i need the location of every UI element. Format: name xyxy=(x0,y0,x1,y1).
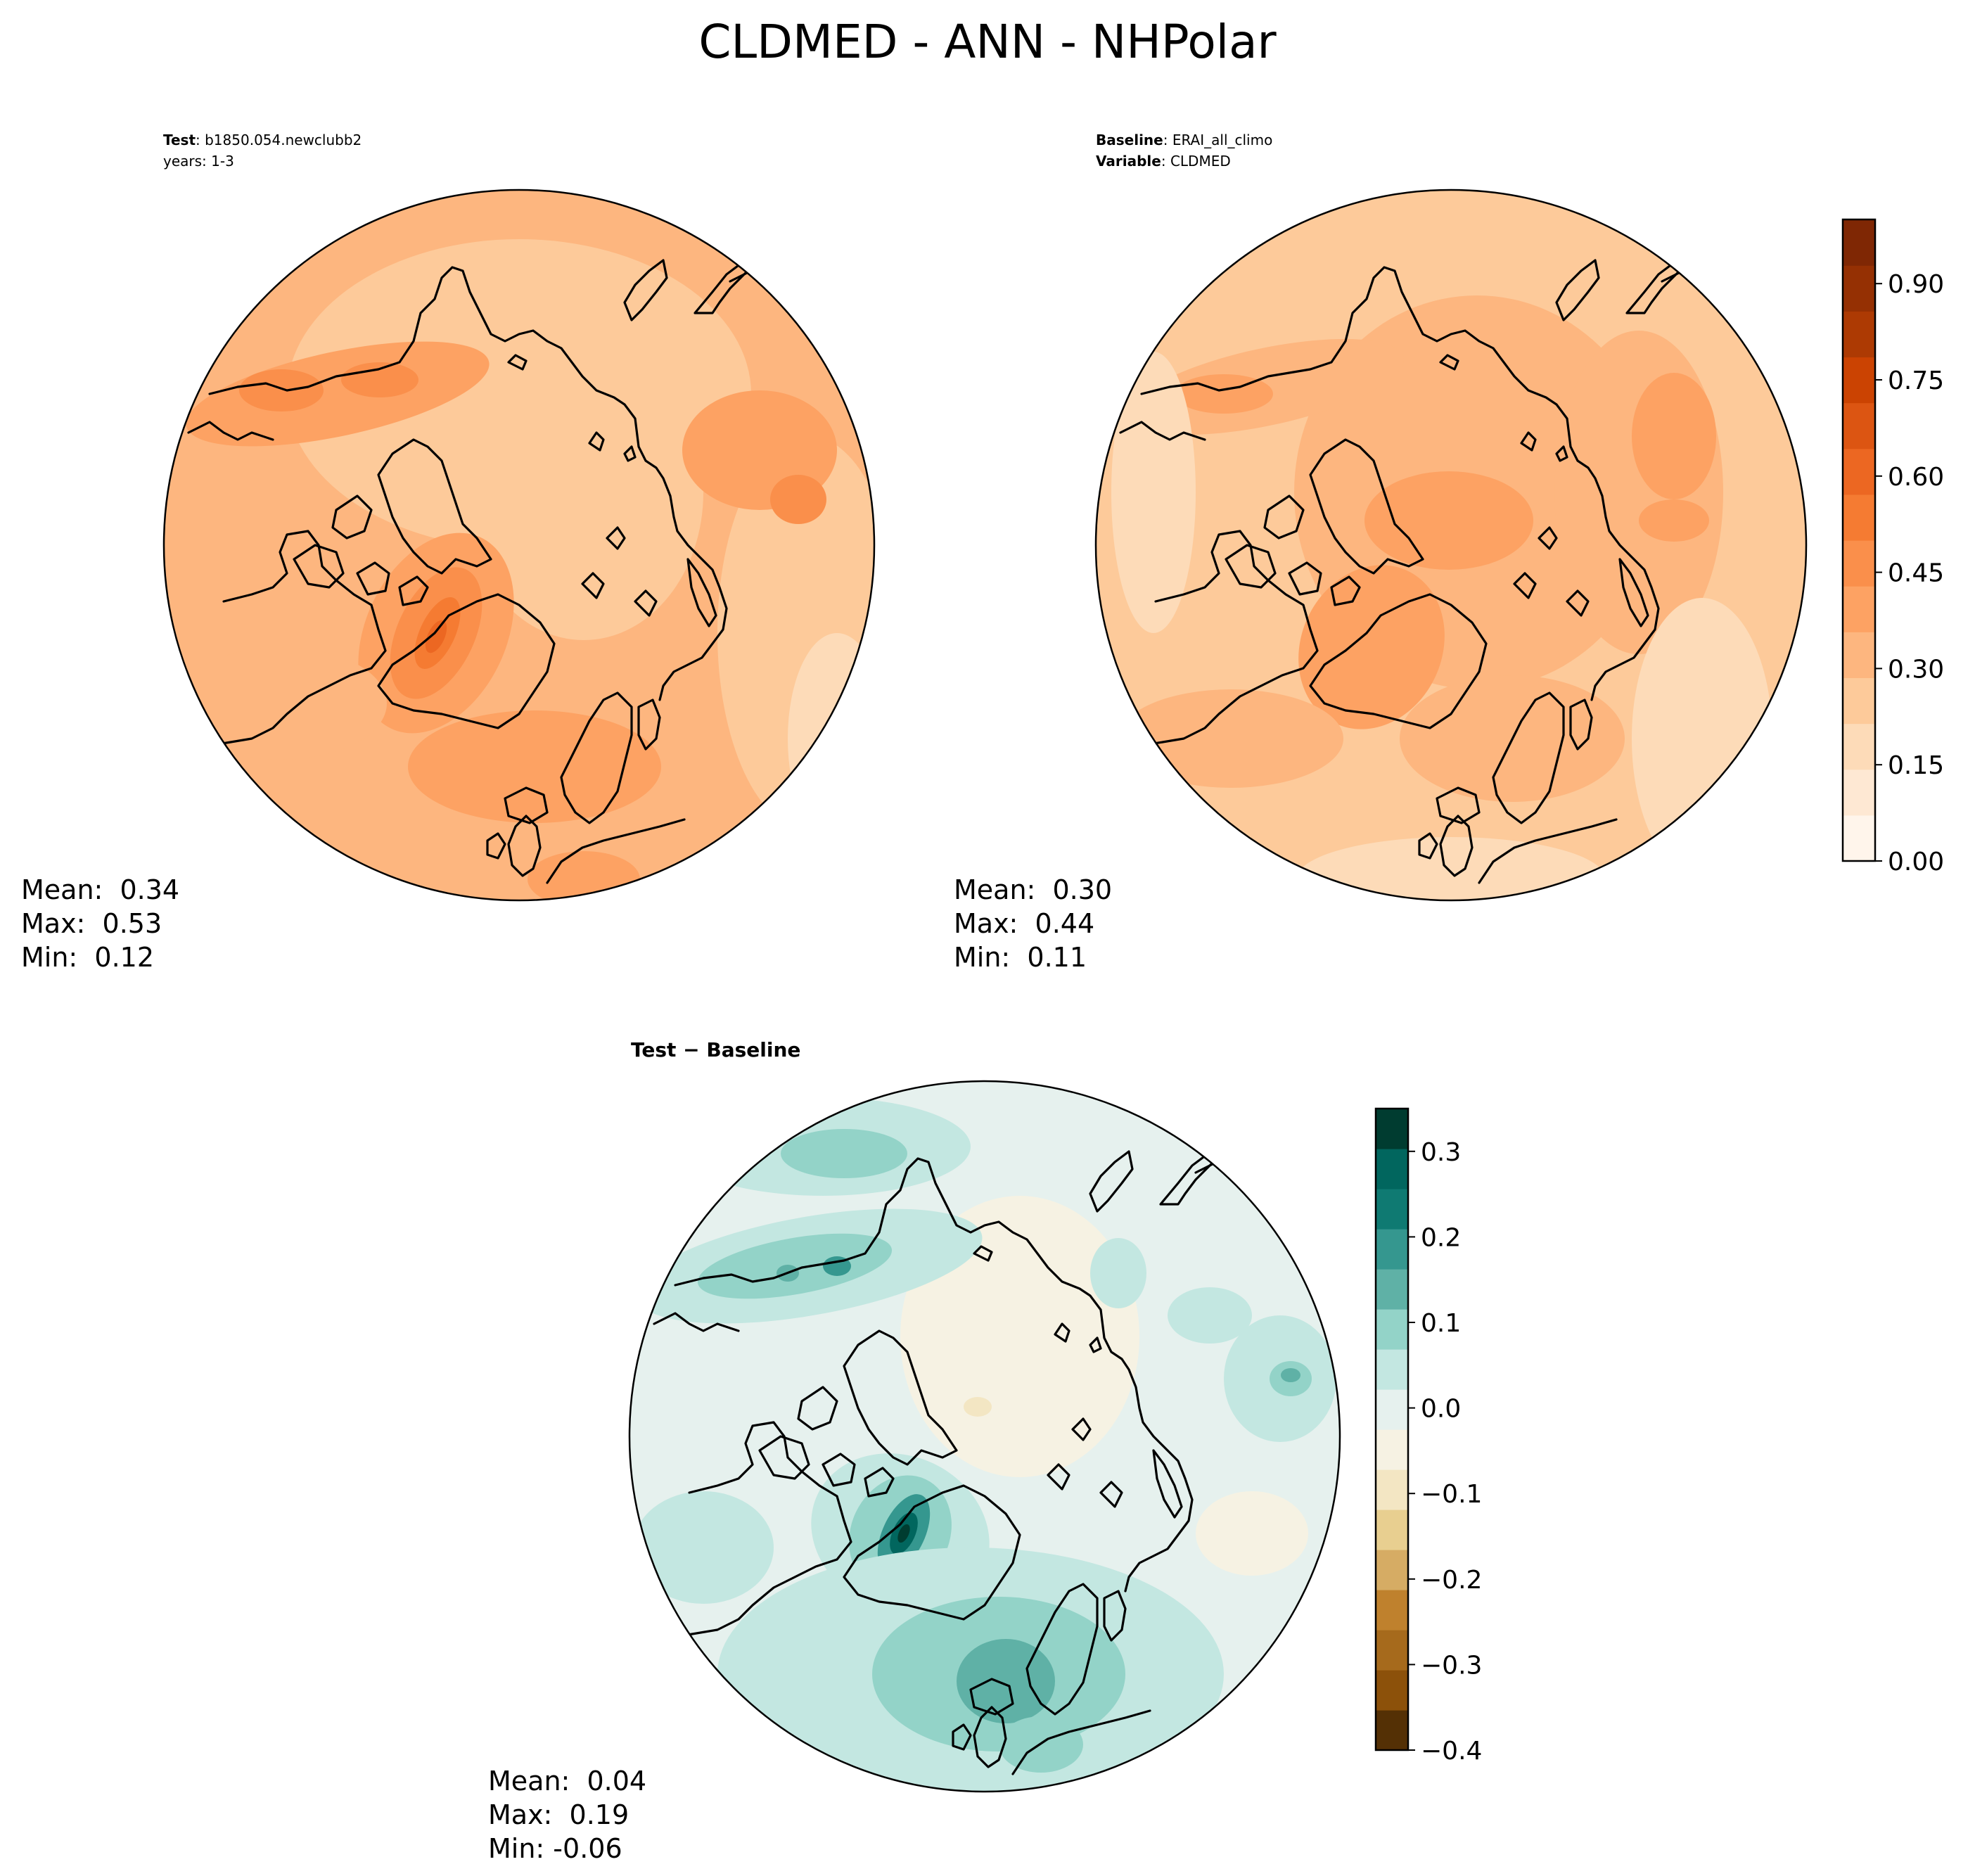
colorbar-main-cell xyxy=(1843,586,1875,632)
map-test xyxy=(164,190,874,900)
colorbar-main-tick-label: 0.45 xyxy=(1888,559,1944,588)
panel-baseline-stat-max: Max: 0.44 xyxy=(954,908,1094,939)
colorbar-main-cell xyxy=(1843,540,1875,587)
colorbar-main-ticks: 0.00 0.15 0.30 0.45 0.60 0.75 0.90 xyxy=(1875,270,1944,876)
colorbar-main-tick-label: 0.00 xyxy=(1888,848,1944,876)
colorbar-diff-tick-label: 0.3 xyxy=(1421,1138,1461,1167)
colorbar-diff-tick-label: 0.2 xyxy=(1421,1223,1461,1252)
colorbar-diff-cell xyxy=(1376,1550,1408,1590)
colorbar-main-tick-label: 0.15 xyxy=(1888,751,1944,780)
panel-test-stat-mean: Mean: 0.34 xyxy=(21,874,179,905)
map-diff-border xyxy=(628,1080,1341,1793)
colorbar-diff-cell xyxy=(1376,1389,1408,1430)
colorbar-diff-cell xyxy=(1376,1149,1408,1189)
colorbar-diff-tick-label: 0.1 xyxy=(1421,1309,1461,1338)
panel-test-stat-min: Min: 0.12 xyxy=(21,942,154,973)
panel-test: Test: b1850.054.newclubb2 years: 1-3 xyxy=(21,132,876,973)
colorbar-diff-tick-label: −0.1 xyxy=(1421,1480,1482,1509)
colorbar-main-frame xyxy=(1841,218,1877,862)
colorbar-diff-cell xyxy=(1376,1109,1408,1149)
colorbar-main-cell xyxy=(1843,494,1875,541)
colorbar-main: 0.00 0.15 0.30 0.45 0.60 0.75 0.90 xyxy=(1841,218,1944,876)
panel-diff-header: Test − Baseline xyxy=(631,1038,800,1061)
colorbar-diff-cell xyxy=(1376,1309,1408,1350)
colorbar-diff-cells xyxy=(1376,1109,1408,1751)
colorbar-diff-cell xyxy=(1376,1710,1408,1751)
colorbar-main-cell xyxy=(1843,219,1875,266)
panel-diff: Test − Baseline xyxy=(488,1038,1341,1864)
panel-diff-stat-max: Max: 0.19 xyxy=(488,1799,629,1830)
panel-test-stat-max: Max: 0.53 xyxy=(21,908,162,939)
colorbar-diff-ticks: −0.4 −0.3 −0.2 −0.1 0.0 0.1 0.2 0.3 xyxy=(1408,1138,1482,1766)
colorbar-main-cell xyxy=(1843,311,1875,358)
colorbar-main-cell xyxy=(1843,357,1875,404)
panel-test-header-line2: years: 1-3 xyxy=(163,153,234,170)
colorbar-diff-cell xyxy=(1376,1429,1408,1470)
colorbar-diff-cell xyxy=(1376,1670,1408,1711)
colorbar-diff-cell xyxy=(1376,1269,1408,1310)
colorbar-main-tick-label: 0.60 xyxy=(1888,463,1944,492)
colorbar-main-cell xyxy=(1843,723,1875,770)
colorbar-diff-frame xyxy=(1374,1107,1410,1751)
map-baseline-border xyxy=(1094,189,1808,902)
colorbar-main-cells xyxy=(1843,219,1875,862)
colorbar-main-cell xyxy=(1843,265,1875,312)
colorbar-diff-tick-label: −0.4 xyxy=(1421,1737,1482,1766)
colorbar-main-cell xyxy=(1843,632,1875,679)
panel-diff-stat-min: Min: -0.06 xyxy=(488,1833,622,1864)
panel-baseline-stat-mean: Mean: 0.30 xyxy=(954,874,1112,905)
colorbar-diff-cell xyxy=(1376,1630,1408,1671)
panel-diff-stat-mean: Mean: 0.04 xyxy=(488,1766,646,1797)
colorbar-main-cell xyxy=(1843,677,1875,725)
colorbar-diff-cell xyxy=(1376,1189,1408,1230)
colorbar-diff-tick-label: −0.3 xyxy=(1421,1651,1482,1680)
colorbar-main-cell xyxy=(1843,769,1875,816)
panel-baseline: Baseline: ERAI_all_climo Variable: CLDME… xyxy=(954,132,1808,973)
colorbar-diff-cell xyxy=(1376,1469,1408,1510)
colorbar-diff-cell xyxy=(1376,1510,1408,1550)
panel-baseline-header-line1: Baseline: ERAI_all_climo xyxy=(1096,132,1272,148)
colorbar-main-cell xyxy=(1843,815,1875,862)
colorbar-diff-tick-label: 0.0 xyxy=(1421,1395,1461,1424)
map-baseline xyxy=(1096,190,1806,900)
colorbar-diff-cell xyxy=(1376,1229,1408,1270)
figure-title: CLDMED - ANN - NHPolar xyxy=(698,15,1277,69)
map-test-border xyxy=(162,189,876,902)
panel-baseline-header-line2: Variable: CLDMED xyxy=(1096,153,1231,170)
colorbar-main-cell xyxy=(1843,448,1875,495)
colorbar-diff-cell xyxy=(1376,1590,1408,1631)
map-diff xyxy=(629,1081,1340,1792)
colorbar-main-tick-label: 0.90 xyxy=(1888,270,1944,299)
colorbar-main-cell xyxy=(1843,402,1875,449)
colorbar-diff: −0.4 −0.3 −0.2 −0.1 0.0 0.1 0.2 0.3 xyxy=(1374,1107,1482,1766)
panel-baseline-stat-min: Min: 0.11 xyxy=(954,942,1087,973)
colorbar-main-tick-label: 0.75 xyxy=(1888,366,1944,395)
colorbar-diff-cell xyxy=(1376,1349,1408,1390)
panel-test-header-line1: Test: b1850.054.newclubb2 xyxy=(163,132,362,148)
colorbar-diff-tick-label: −0.2 xyxy=(1421,1566,1482,1595)
colorbar-main-tick-label: 0.30 xyxy=(1888,655,1944,684)
